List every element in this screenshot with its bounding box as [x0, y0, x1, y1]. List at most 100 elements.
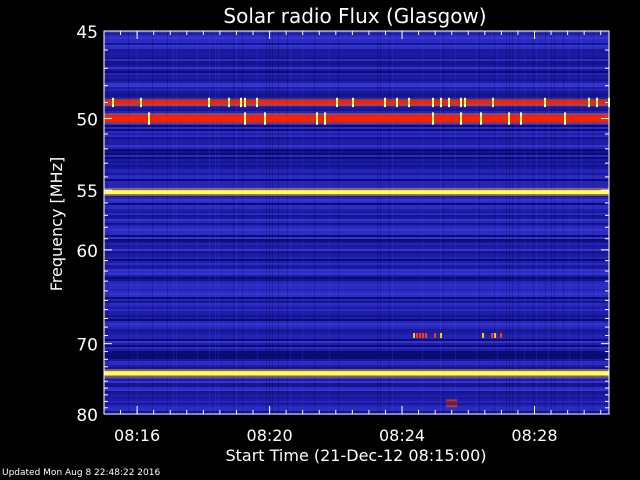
noise-row	[104, 217, 609, 219]
noise-row	[104, 205, 609, 207]
noise-row	[104, 267, 609, 269]
band-spike	[336, 97, 338, 108]
noise-row	[104, 407, 609, 409]
noise-row	[104, 227, 609, 229]
noise-column	[302, 31, 303, 414]
noise-row	[104, 321, 609, 323]
noise-column	[287, 31, 288, 414]
noise-row	[104, 53, 609, 55]
noise-row	[104, 315, 609, 317]
updated-timestamp: Updated Mon Aug 8 22:48:22 2016	[2, 468, 161, 478]
noise-row	[104, 111, 609, 113]
noise-column	[128, 31, 129, 414]
noise-row	[104, 91, 609, 93]
noise-column	[593, 31, 594, 414]
noise-row	[104, 243, 609, 245]
noise-row	[104, 187, 609, 189]
noise-row	[104, 171, 609, 173]
noise-row	[104, 337, 609, 339]
noise-row	[104, 199, 609, 201]
noise-row	[104, 161, 609, 163]
noise-row	[104, 147, 609, 149]
noise-column	[152, 31, 153, 414]
band-spike	[112, 97, 114, 108]
band-spike	[316, 112, 318, 125]
noise-row	[104, 43, 609, 45]
band-spike	[460, 97, 462, 108]
interference-band	[104, 100, 609, 105]
noise-column	[236, 31, 237, 414]
noise-row	[104, 311, 609, 313]
noise-row	[104, 313, 609, 315]
x-axis-label: Start Time (21-Dec-12 08:15:00)	[225, 446, 486, 465]
y-axis-label: Frequency [MHz]	[47, 157, 66, 291]
noise-row	[104, 281, 609, 283]
noise-row	[104, 245, 609, 247]
band-spike	[408, 97, 410, 108]
noise-column	[479, 31, 480, 414]
noise-column	[272, 31, 273, 414]
noise-row	[104, 249, 609, 251]
noise-row	[104, 385, 609, 387]
noise-row	[104, 331, 609, 333]
y-tick-label: 45	[76, 23, 98, 43]
noise-row	[104, 235, 609, 237]
noise-row	[104, 345, 609, 347]
noise-row	[104, 215, 609, 217]
band-spike	[508, 112, 510, 125]
noise-row	[104, 109, 609, 111]
noise-row	[104, 213, 609, 215]
band-spike	[352, 97, 354, 108]
noise-row	[104, 63, 609, 65]
noise-row	[104, 273, 609, 275]
noise-row	[104, 255, 609, 257]
band-spike	[440, 97, 442, 108]
noise-row	[104, 349, 609, 351]
noise-row	[104, 47, 609, 49]
noise-row	[104, 211, 609, 213]
noise-column	[269, 31, 270, 414]
noise-row	[104, 263, 609, 265]
noise-row	[104, 387, 609, 389]
noise-row	[104, 293, 609, 295]
noise-row	[104, 51, 609, 53]
noise-row	[104, 265, 609, 267]
band-spike	[464, 97, 466, 108]
noise-row	[104, 85, 609, 87]
noise-column	[290, 31, 291, 414]
band-spike	[448, 97, 450, 108]
noise-row	[104, 49, 609, 51]
band-spike	[140, 97, 142, 108]
chart-title: Solar radio Flux (Glasgow)	[223, 4, 486, 28]
noise-row	[104, 163, 609, 165]
noise-row	[104, 395, 609, 397]
noise-column	[209, 31, 210, 414]
noise-row	[104, 155, 609, 157]
burst-mark	[440, 333, 443, 338]
noise-row	[104, 307, 609, 309]
noise-row	[104, 59, 609, 61]
noise-row	[104, 93, 609, 95]
noise-column	[137, 31, 138, 414]
noise-column	[266, 31, 267, 414]
noise-row	[104, 233, 609, 235]
noise-row	[104, 173, 609, 175]
noise-column	[329, 31, 330, 414]
noise-row	[104, 137, 609, 139]
noise-row	[104, 107, 609, 109]
noise-column	[518, 31, 519, 414]
noise-row	[104, 89, 609, 91]
x-tick-label: 08:20	[247, 426, 293, 445]
noise-row	[104, 143, 609, 145]
noise-row	[104, 79, 609, 81]
band-spike	[228, 97, 230, 108]
noise-row	[104, 55, 609, 57]
noise-row	[104, 71, 609, 73]
noise-column	[377, 31, 378, 414]
noise-row	[104, 35, 609, 37]
noise-row	[104, 239, 609, 241]
noise-column	[476, 31, 477, 414]
interference-band	[104, 115, 609, 122]
noise-row	[104, 57, 609, 59]
noise-row	[104, 39, 609, 41]
